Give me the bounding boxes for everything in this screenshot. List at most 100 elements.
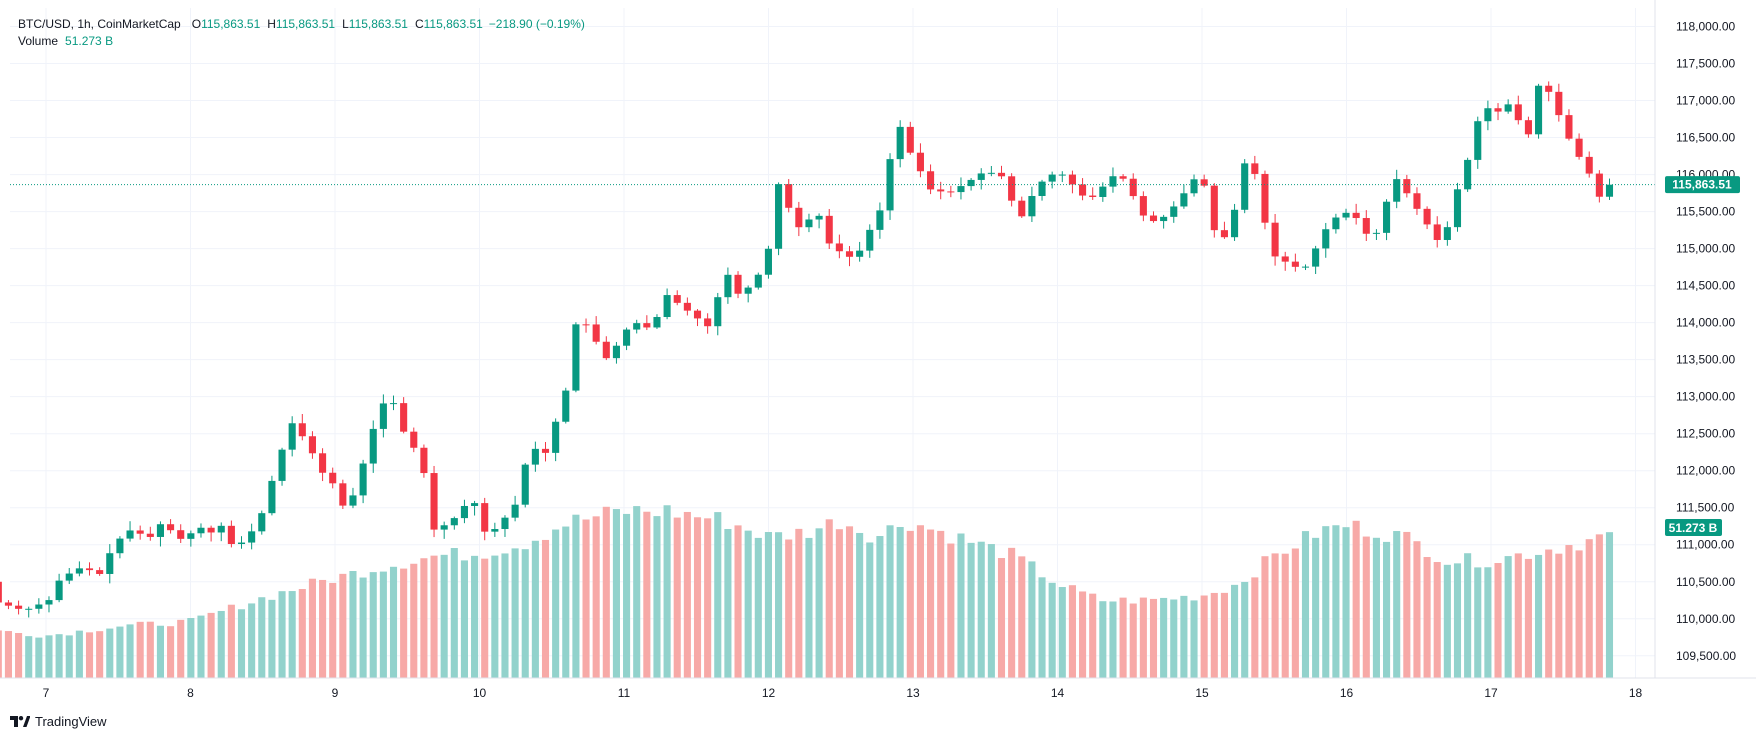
- candle-body: [15, 605, 23, 609]
- volume-bar: [15, 633, 23, 678]
- candle-body: [714, 297, 722, 327]
- candle-body: [653, 317, 661, 328]
- candle-body: [866, 229, 874, 251]
- last-volume-badge-text: 51.273 B: [1669, 521, 1718, 535]
- y-tick-label: 112,000.00: [1676, 464, 1735, 478]
- candle-body: [1180, 193, 1188, 207]
- candle-body: [967, 179, 975, 187]
- y-tick-label: 113,500.00: [1676, 353, 1735, 367]
- candle-body: [379, 403, 387, 429]
- candle-body: [481, 503, 489, 532]
- candle-body: [562, 390, 570, 422]
- candle-body: [1484, 108, 1492, 122]
- candle-body: [1453, 189, 1462, 228]
- candle-body: [410, 431, 418, 448]
- volume-bar: [592, 516, 600, 678]
- candle-body: [430, 473, 438, 530]
- volume-bar: [75, 630, 83, 678]
- volume-bar: [1423, 557, 1431, 678]
- candle-body: [1008, 176, 1016, 201]
- candle-body: [0, 581, 2, 603]
- volume-label[interactable]: Volume: [18, 34, 59, 48]
- candle-body: [1605, 184, 1614, 197]
- volume-bar: [96, 631, 104, 678]
- candle-body: [1220, 230, 1228, 238]
- volume-bar: [764, 532, 772, 678]
- candle-body: [1068, 174, 1076, 185]
- candle-body: [25, 608, 33, 610]
- candle-body: [1372, 232, 1380, 234]
- volume-bar: [1514, 553, 1522, 678]
- volume-bar: [430, 555, 438, 678]
- volume-bar: [876, 536, 884, 678]
- volume-bar: [1261, 556, 1269, 678]
- volume-bar: [1403, 531, 1411, 678]
- volume-bar: [1595, 534, 1603, 678]
- volume-bar: [389, 566, 398, 678]
- open-value: 115,863.51: [201, 17, 261, 31]
- candle-body: [856, 250, 864, 257]
- y-tick-label: 109,500.00: [1676, 649, 1736, 663]
- volume-bar: [197, 615, 205, 678]
- volume-bars: [0, 505, 1614, 678]
- candle-body: [785, 184, 793, 208]
- volume-bar: [1322, 526, 1330, 678]
- time-axis[interactable]: 7 8 9 10 11 12 13 14 15 16 17 18: [43, 686, 1643, 700]
- volume-bar: [977, 541, 985, 678]
- volume-bar: [1058, 587, 1066, 678]
- price-axis[interactable]: 118,000.00 117,500.00 117,000.00 116,500.00…: [1676, 20, 1736, 663]
- candle-body: [501, 517, 509, 530]
- volume-bar: [623, 513, 631, 678]
- symbol-title[interactable]: BTC/USD, 1h, CoinMarketCap: [18, 17, 181, 31]
- volume-bar: [1038, 577, 1046, 678]
- tradingview-branding[interactable]: TradingView: [10, 714, 107, 729]
- volume-bar: [339, 573, 347, 678]
- volume-bar: [85, 632, 94, 678]
- candle-body: [845, 251, 854, 257]
- volume-bar: [1018, 556, 1026, 678]
- candle-body: [805, 219, 813, 228]
- candle-body: [237, 542, 246, 545]
- volume-bar: [1443, 564, 1451, 678]
- candle-body: [1028, 195, 1036, 217]
- candle-body: [1322, 229, 1330, 249]
- candle-body: [1129, 178, 1137, 197]
- candle-body: [1099, 186, 1107, 197]
- candle-body: [1595, 173, 1603, 197]
- candle-body: [1210, 185, 1218, 231]
- candle-body: [167, 524, 175, 531]
- candle-body: [775, 184, 783, 249]
- volume-bar: [805, 537, 813, 678]
- candle-body: [724, 274, 732, 298]
- candle-body: [420, 447, 428, 474]
- volume-bar: [775, 532, 783, 678]
- volume-bar: [400, 568, 408, 678]
- y-tick-label: 116,500.00: [1676, 131, 1735, 145]
- y-tick-label: 115,000.00: [1676, 242, 1735, 256]
- candle-body: [633, 323, 641, 330]
- close-value: 115,863.51: [423, 17, 483, 31]
- candle-body: [400, 403, 408, 432]
- volume-bar: [1372, 537, 1380, 678]
- volume-bar: [937, 530, 945, 678]
- volume-bar: [997, 558, 1006, 678]
- candle-body: [460, 505, 468, 519]
- candle-body: [288, 423, 296, 450]
- candle-body: [1160, 216, 1168, 222]
- volume-bar: [379, 571, 387, 678]
- volume-bar: [967, 542, 975, 678]
- y-tick-label: 110,500.00: [1676, 575, 1735, 589]
- volume-bar: [126, 624, 134, 678]
- candle-body: [177, 530, 185, 539]
- volume-bar: [471, 555, 479, 678]
- candle-body: [1281, 256, 1289, 262]
- candle-body: [359, 463, 367, 496]
- volume-bar: [319, 579, 327, 678]
- volume-bar: [724, 528, 732, 678]
- volume-bar: [1028, 561, 1036, 678]
- volume-bar: [288, 591, 296, 678]
- volume-bar: [602, 506, 610, 678]
- candle-body: [136, 530, 144, 534]
- volume-bar: [1605, 532, 1614, 678]
